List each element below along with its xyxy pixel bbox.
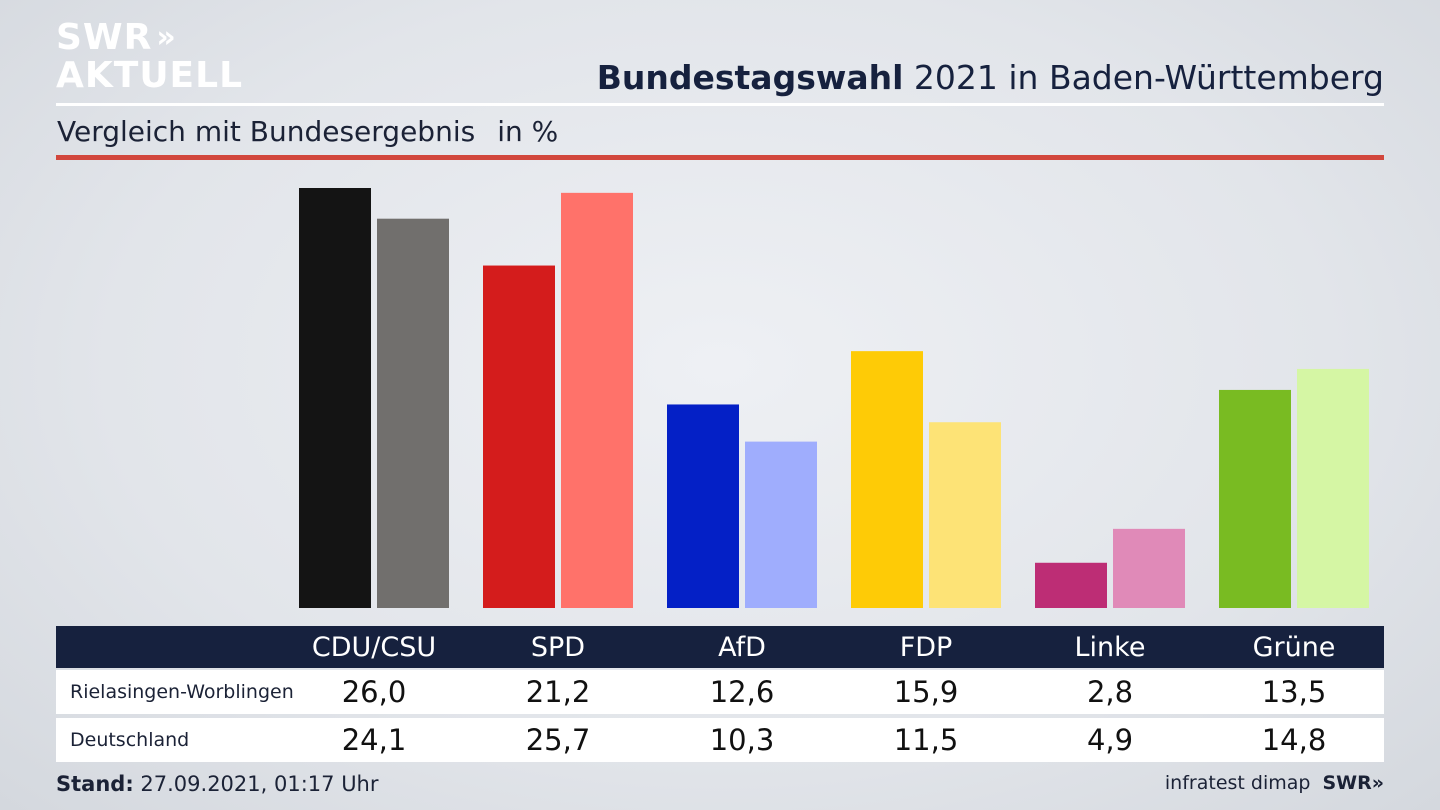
bar-local-2 — [667, 404, 739, 608]
column-header-party: CDU/CSU — [311, 631, 437, 663]
chart-subtitle: Vergleich mit Bundesergebnis in % — [57, 115, 558, 148]
column-header-party: SPD — [530, 631, 586, 663]
swr-aktuell-logo: SWR» AKTUELL — [56, 20, 243, 94]
bar-national-1 — [561, 192, 633, 608]
column-header-party: FDP — [899, 631, 953, 663]
value-label: 12,6 — [709, 675, 775, 709]
value-label: 25,7 — [525, 723, 591, 757]
column-header-party: Grüne — [1252, 631, 1336, 663]
bar-national-3 — [929, 422, 1001, 608]
value-label: 13,5 — [1261, 675, 1327, 709]
bar-chart — [299, 188, 1369, 608]
bar-national-5 — [1297, 368, 1369, 608]
bar-local-3 — [851, 351, 923, 608]
table-header-row: CDU/CSU SPD AfD FDP Linke Grüne — [56, 626, 1384, 668]
value-label: 21,2 — [525, 675, 591, 709]
title-bold: Bundestagswahl — [596, 58, 904, 97]
bar-local-0 — [299, 188, 371, 608]
bar-national-2 — [745, 441, 817, 608]
title-divider — [56, 103, 1384, 106]
value-label: 26,0 — [341, 675, 407, 709]
page-title: Bundestagswahl 2021 in Baden-Württemberg — [597, 58, 1384, 97]
value-label: 4,9 — [1086, 723, 1134, 757]
stand-value: 27.09.2021, 01:17 Uhr — [140, 772, 379, 796]
results-table: CDU/CSU SPD AfD FDP Linke Grüne Rielasingen-W… — [56, 626, 1384, 762]
column-header-party: AfD — [718, 631, 766, 663]
bar-local-5 — [1219, 389, 1291, 608]
value-label: 24,1 — [341, 723, 407, 757]
bar-national-4 — [1113, 528, 1185, 608]
bar-local-4 — [1035, 562, 1107, 608]
swr-small-logo: SWR» — [1322, 772, 1384, 794]
value-label: 2,8 — [1086, 675, 1134, 709]
table-row-national: Deutschland 24,1 25,7 10,3 11,5 4,9 14,8 — [56, 718, 1384, 762]
title-rest: 2021 in Baden-Württemberg — [903, 58, 1384, 97]
subtitle-divider — [56, 155, 1384, 160]
value-label: 11,5 — [893, 723, 959, 757]
table-row-local: Rielasingen-Worblingen 26,0 21,2 12,6 15,9 2… — [56, 670, 1384, 714]
source-name: infratest dimap — [1164, 772, 1311, 794]
column-header-party: Linke — [1074, 631, 1146, 663]
logo-text-swr: SWR — [56, 17, 153, 58]
unit-label: in % — [497, 115, 559, 148]
timestamp: Stand: 27.09.2021, 01:17 Uhr — [56, 772, 379, 796]
value-label: 15,9 — [893, 675, 959, 709]
row-label-national: Deutschland — [70, 729, 190, 751]
source-credit: infratest dimap SWR» — [1165, 772, 1384, 794]
row-label-local: Rielasingen-Worblingen — [70, 681, 294, 703]
value-label: 10,3 — [709, 723, 775, 757]
bar-local-1 — [483, 265, 555, 608]
value-label: 14,8 — [1261, 723, 1327, 757]
bar-national-0 — [377, 218, 449, 608]
subtitle-text: Vergleich mit Bundesergebnis — [57, 115, 476, 148]
stand-label: Stand: — [56, 772, 134, 796]
logo-text-aktuell: AKTUELL — [56, 55, 244, 96]
